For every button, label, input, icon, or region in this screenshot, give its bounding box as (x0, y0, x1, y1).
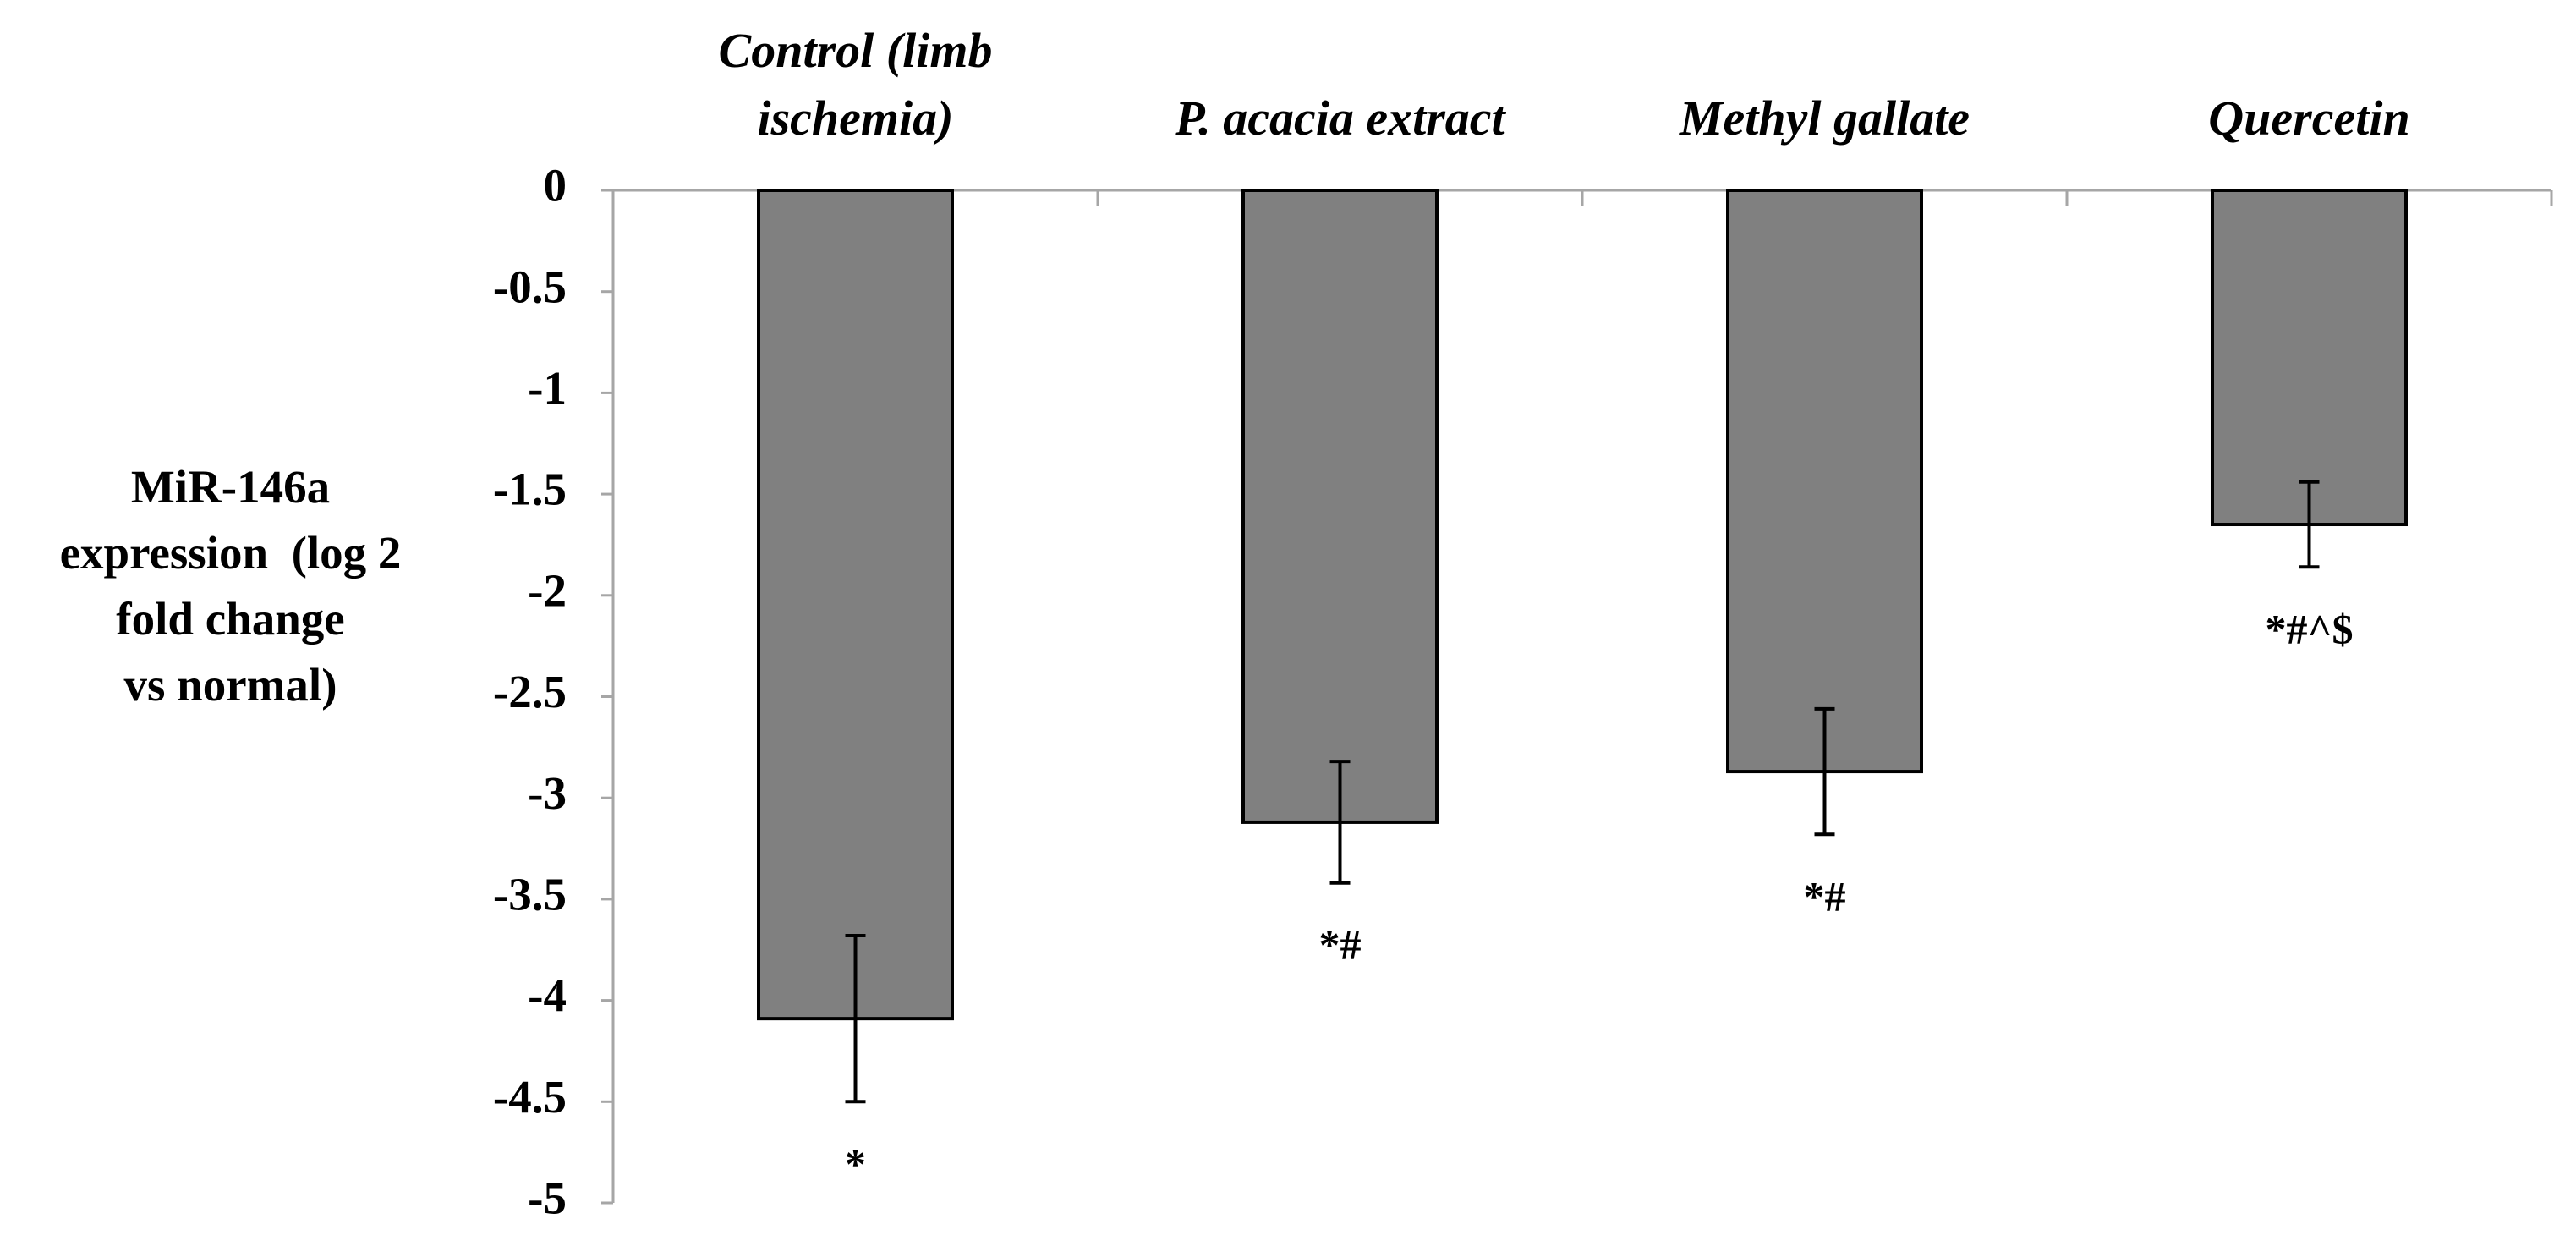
category-label-text: Quercetin (2208, 91, 2410, 146)
significance-label: *# (1804, 872, 1846, 920)
y-tick-label: -2 (528, 564, 567, 616)
category-label-text: Control (limb ischemia) (718, 23, 993, 146)
y-axis-label: MiR-146a expression (log 2 fold change v… (59, 461, 402, 711)
y-tick-label: -0.5 (493, 261, 567, 312)
y-tick-label: -4 (528, 969, 567, 1021)
category-label-text: P. acacia extract (1175, 91, 1505, 146)
y-tick-label: -5 (528, 1172, 567, 1224)
bar (1726, 189, 1923, 774)
significance-label: *# (1319, 921, 1362, 969)
significance-label: *#^$ (2265, 605, 2353, 652)
y-tick-label: -2.5 (493, 666, 567, 717)
y-tick-label: -3.5 (493, 869, 567, 920)
bar (2211, 189, 2408, 527)
significance-label: * (845, 1139, 866, 1187)
category-label: Methyl gallate (1582, 0, 2067, 152)
y-tick-label: -4.5 (493, 1071, 567, 1123)
y-tick-label: -1.5 (493, 464, 567, 515)
y-tick-label: -1 (528, 362, 567, 414)
category-labels: Control (limb ischemia) P. acacia extract… (0, 0, 2576, 152)
category-label: Quercetin (2067, 0, 2551, 152)
bar (757, 189, 954, 1021)
category-label: Control (limb ischemia) (613, 0, 1098, 152)
category-label: P. acacia extract (1098, 0, 1582, 152)
category-label-text: Methyl gallate (1679, 91, 1970, 146)
bar (1241, 189, 1439, 824)
y-tick-label: -3 (528, 767, 567, 819)
y-tick-label: 0 (544, 160, 567, 211)
